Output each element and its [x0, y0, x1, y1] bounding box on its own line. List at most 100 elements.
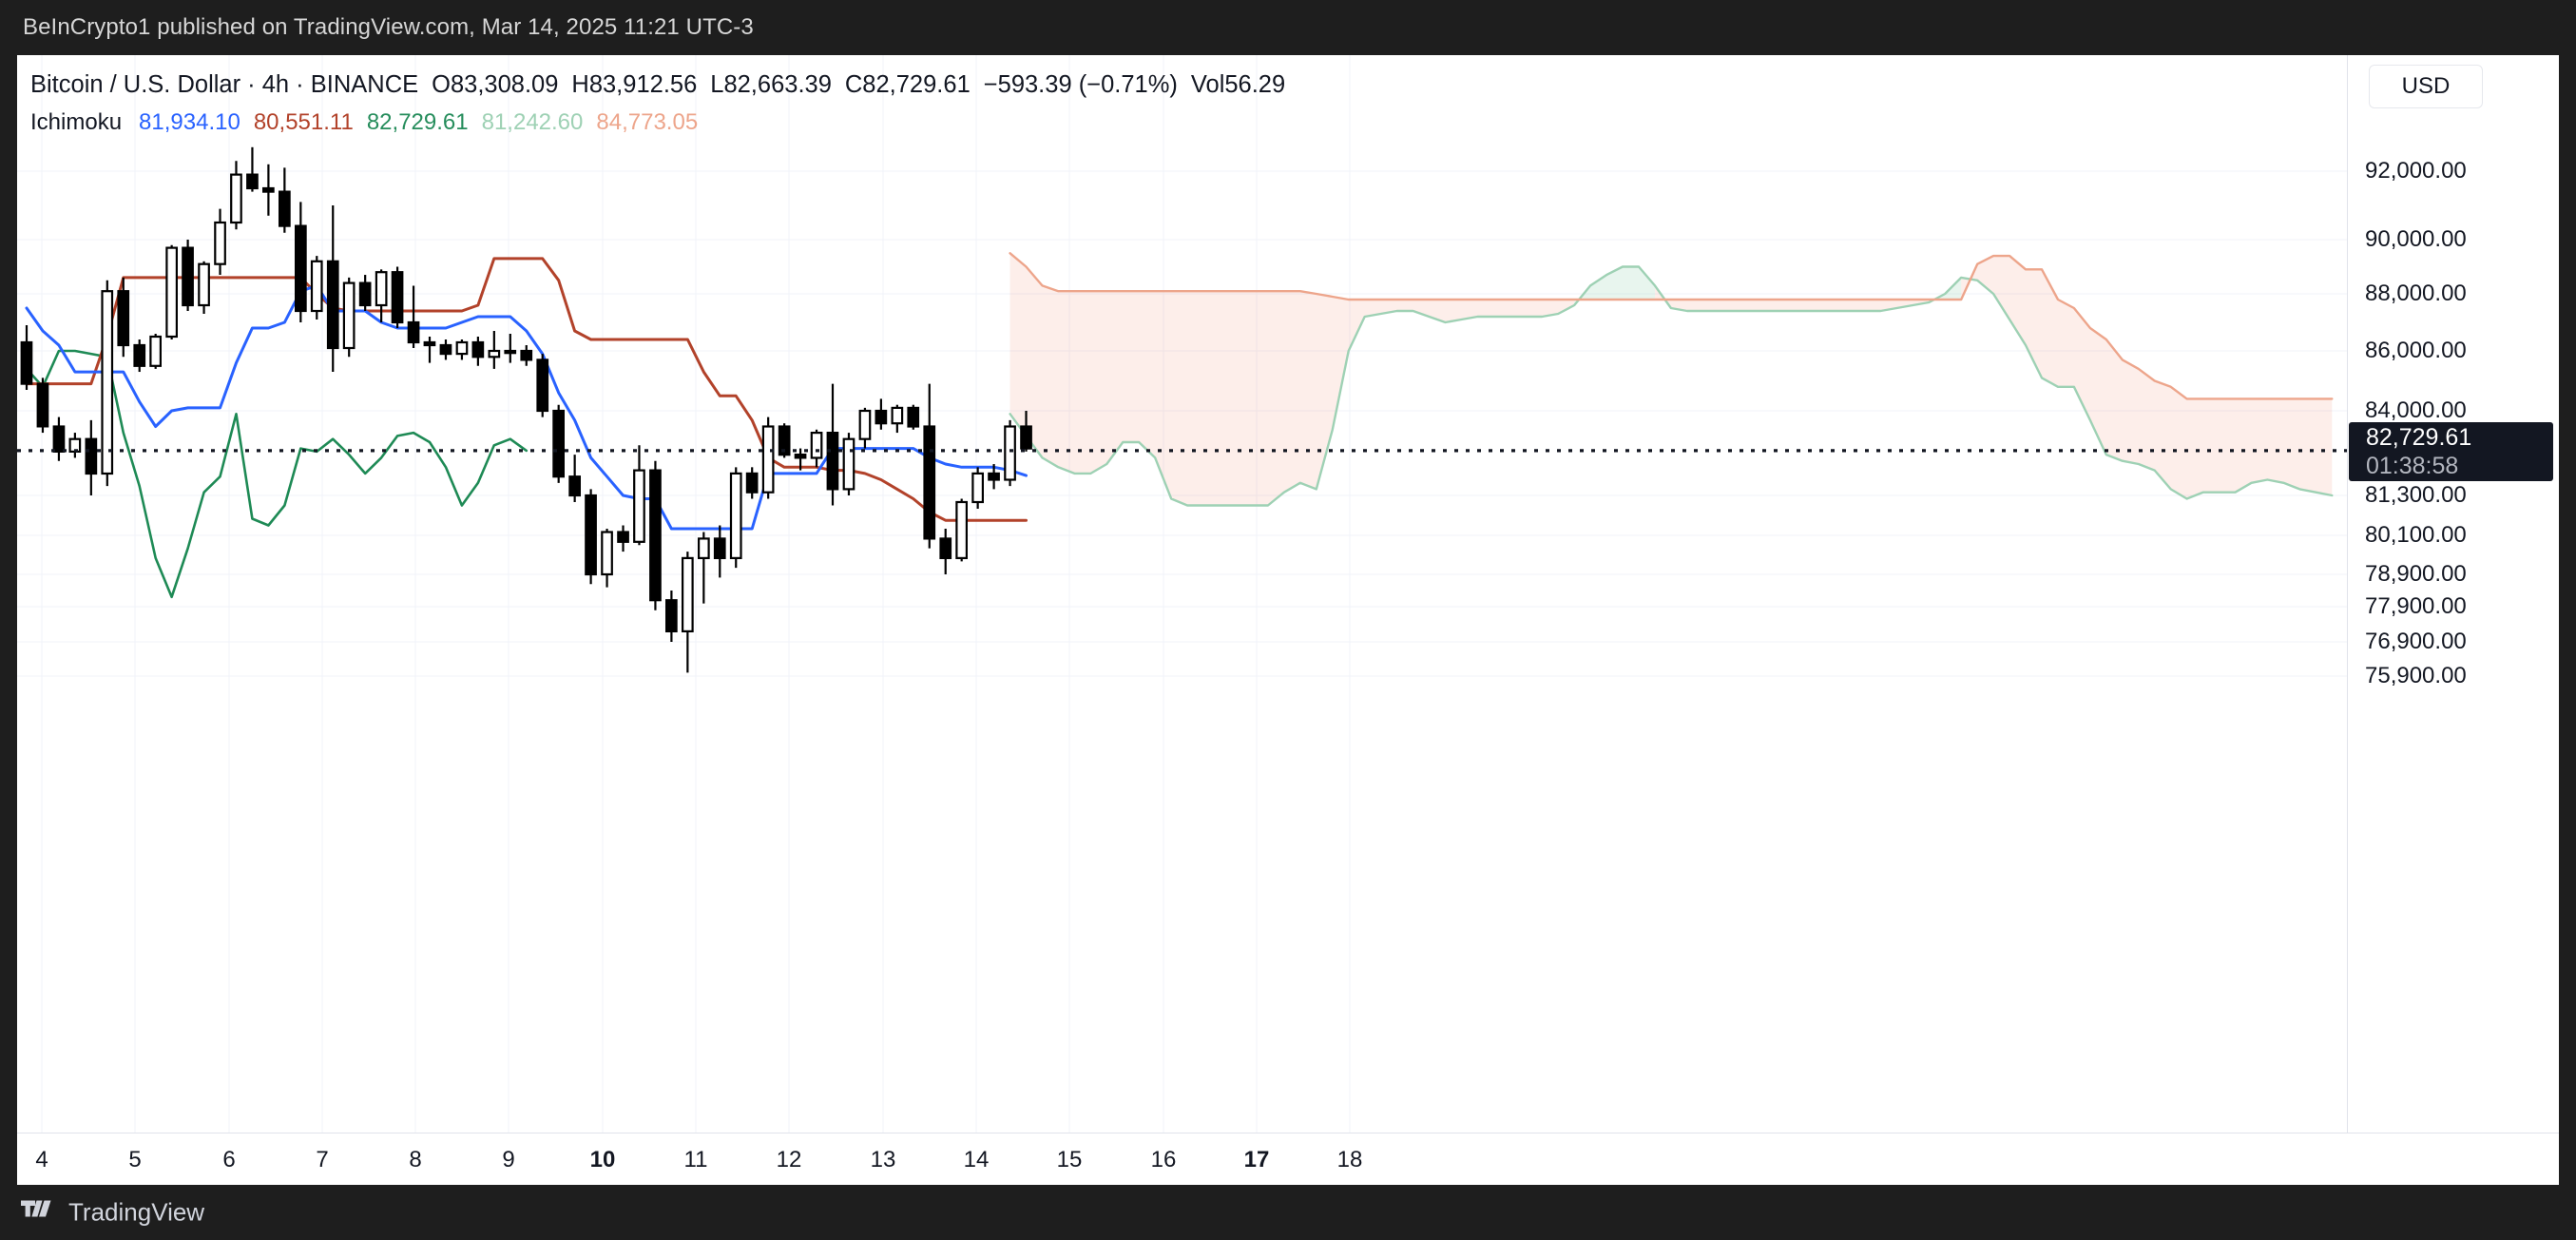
- chart-canvas: [17, 55, 2348, 1133]
- candle-body-33: [552, 409, 566, 478]
- time-axis-label-4: 8: [409, 1147, 422, 1172]
- candle-body-61: [1004, 425, 1016, 481]
- candle-body-62: [1020, 425, 1032, 450]
- time-axis-label-8: 12: [776, 1147, 802, 1172]
- time-axis-label-7: 11: [683, 1147, 708, 1172]
- candle-body-41: [681, 556, 694, 633]
- price-axis-label-8: 77,900.00: [2365, 593, 2467, 619]
- candle-body-0: [20, 340, 33, 385]
- price-axis[interactable]: USD 82,729.61 01:38:58 92,000.00 90,000.0…: [2347, 55, 2559, 1133]
- candle-body-24: [407, 320, 420, 344]
- candle-body-8: [149, 335, 162, 367]
- candle-body-51: [842, 437, 855, 491]
- price-axis-label-7: 78,900.00: [2365, 561, 2467, 587]
- candle-body-25: [423, 340, 436, 347]
- time-axis-label-6: 10: [589, 1147, 616, 1172]
- kumo-bear: [1655, 285, 1930, 311]
- candle-body-20: [342, 281, 356, 350]
- price-axis-label-1: 90,000.00: [2365, 226, 2467, 252]
- candle-body-30: [504, 349, 517, 355]
- attribution-bar: BeInCrypto1 published on TradingView.com…: [0, 0, 2576, 55]
- candle-body-53: [875, 409, 888, 425]
- candle-body-29: [488, 349, 501, 358]
- candle-body-15: [262, 186, 275, 193]
- time-axis-label-11: 15: [1056, 1147, 1083, 1172]
- attribution-text: BeInCrypto1 published on TradingView.com…: [23, 14, 754, 40]
- time-axis-label-10: 14: [963, 1147, 990, 1172]
- candle-body-34: [568, 475, 582, 497]
- time-axis-label-2: 6: [222, 1147, 236, 1172]
- candle-body-4: [85, 437, 98, 475]
- kumo-bear: [1961, 256, 2333, 499]
- candle-body-14: [246, 173, 259, 190]
- candle-body-38: [633, 469, 645, 543]
- candle-body-37: [617, 531, 629, 543]
- candle-body-9: [165, 246, 178, 339]
- price-axis-label-6: 80,100.00: [2365, 522, 2467, 548]
- candle-body-44: [729, 472, 742, 559]
- candle-body-23: [391, 271, 404, 324]
- tenkan-sen-line: [25, 283, 1028, 531]
- time-axis-label-3: 7: [316, 1147, 329, 1172]
- candle-body-27: [455, 340, 469, 356]
- current-price-value: 82,729.61: [2366, 424, 2472, 451]
- chart-pane[interactable]: Bitcoin / U.S. Dollar · 4h · BINANCE O83…: [17, 55, 2559, 1185]
- candle-body-48: [794, 454, 807, 459]
- time-axis[interactable]: 4 5 6 7 8 9 10 11 12 13 14 15 16 17 18: [17, 1133, 2559, 1185]
- candle-body-60: [988, 472, 1000, 481]
- candle-body-32: [536, 358, 549, 413]
- candle-body-50: [826, 432, 839, 491]
- current-price-tag: 82,729.61 01:38:58: [2349, 422, 2553, 481]
- candle-body-21: [358, 281, 372, 307]
- candle-body-43: [713, 537, 726, 559]
- time-axis-label-1: 5: [128, 1147, 142, 1172]
- candle-body-5: [101, 290, 114, 475]
- candle-body-45: [745, 472, 759, 494]
- candle-body-46: [761, 425, 775, 494]
- senkou-span-b-line: [1009, 252, 2334, 400]
- candle-body-54: [891, 406, 904, 425]
- brand-bar: TradingView: [0, 1185, 2576, 1240]
- candle-body-22: [375, 271, 388, 307]
- candle-body-16: [279, 190, 291, 227]
- plot-area[interactable]: [17, 55, 2348, 1133]
- candle-body-40: [664, 599, 678, 633]
- candle-body-2: [52, 425, 66, 453]
- candle-body-39: [649, 469, 662, 602]
- bar-countdown: 01:38:58: [2366, 453, 2459, 479]
- time-axis-label-9: 13: [870, 1147, 896, 1172]
- senkou-span-a-line: [1009, 265, 2334, 507]
- candle-body-56: [923, 425, 936, 540]
- price-axis-label-10: 75,900.00: [2365, 663, 2467, 688]
- grid-lines: [17, 55, 2348, 1133]
- time-axis-label-0: 4: [35, 1147, 48, 1172]
- time-axis-label-13: 17: [1243, 1147, 1270, 1172]
- kumo-bull: [1574, 266, 1655, 305]
- candle-body-17: [295, 224, 307, 313]
- candle-body-13: [230, 173, 242, 224]
- tenkan-sen: [25, 283, 1028, 531]
- candle-body-11: [198, 262, 210, 307]
- candle-body-18: [310, 260, 323, 313]
- candlesticks: [20, 146, 1032, 673]
- kumo-bull: [1929, 277, 1962, 302]
- candle-body-28: [471, 340, 485, 358]
- candle-body-7: [133, 343, 146, 367]
- candle-body-12: [214, 221, 226, 265]
- currency-button[interactable]: USD: [2369, 65, 2483, 108]
- time-axis-label-14: 18: [1336, 1147, 1363, 1172]
- candle-body-42: [697, 537, 710, 559]
- candle-body-55: [907, 406, 920, 428]
- brand-name: TradingView: [68, 1197, 205, 1227]
- kumo-bear: [1009, 253, 1575, 506]
- price-axis-label-3: 86,000.00: [2365, 338, 2467, 363]
- time-axis-label-12: 16: [1150, 1147, 1177, 1172]
- candle-body-1: [36, 382, 49, 428]
- candle-body-49: [810, 432, 823, 459]
- candle-body-52: [858, 409, 872, 440]
- price-axis-label-4: 84,000.00: [2365, 397, 2467, 423]
- price-axis-label-0: 92,000.00: [2365, 158, 2467, 184]
- candle-body-47: [778, 425, 791, 456]
- candle-body-35: [585, 494, 597, 576]
